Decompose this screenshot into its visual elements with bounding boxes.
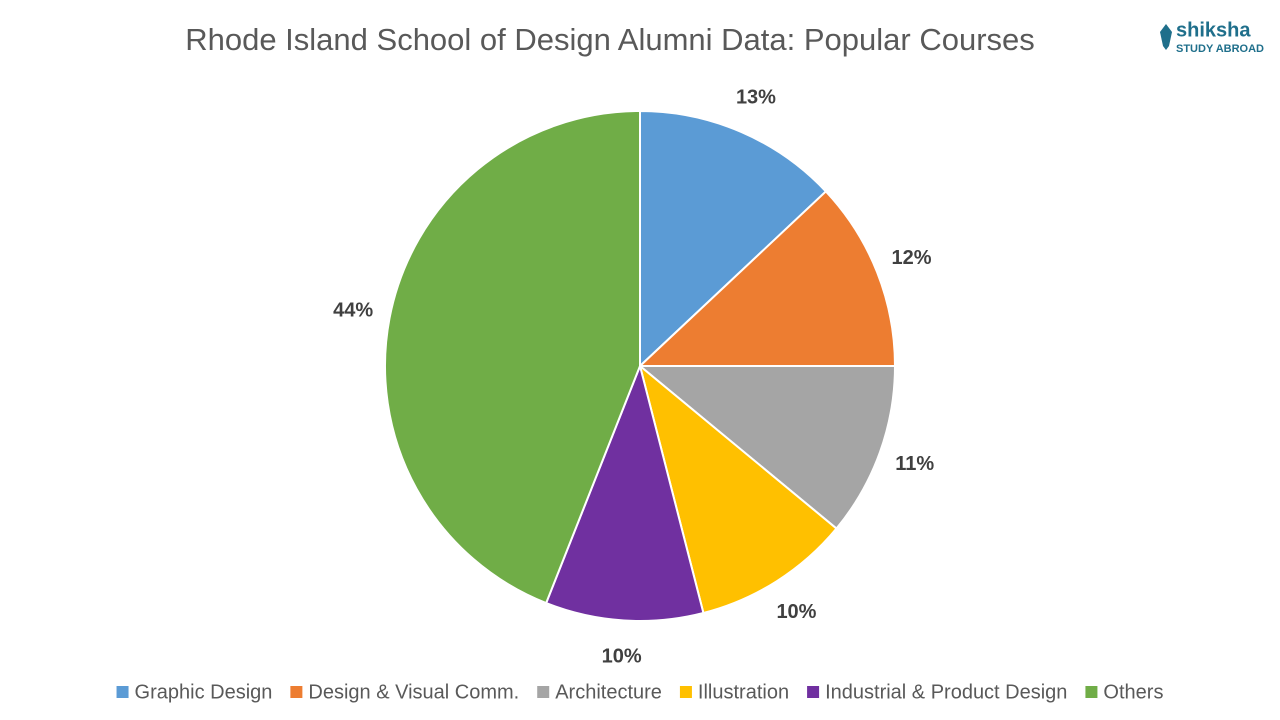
value-label: 44% xyxy=(333,300,373,322)
logo-icon xyxy=(1160,24,1172,50)
logo: shiksha STUDY ABROAD xyxy=(1160,19,1264,55)
pie-slice xyxy=(639,109,828,369)
legend-swatch xyxy=(537,686,550,698)
legend: Graphic Design Design & Visual Comm. Archi… xyxy=(116,681,1163,703)
legend-label: Industrial & Product Design xyxy=(825,681,1067,703)
pie-slice xyxy=(384,109,641,605)
legend-swatch xyxy=(1085,686,1098,698)
value-label: 13% xyxy=(736,86,776,108)
value-label: 10% xyxy=(602,646,642,668)
legend-swatch xyxy=(290,686,303,698)
legend-label: Design & Visual Comm. xyxy=(308,681,519,703)
legend-label: Architecture xyxy=(555,681,662,703)
pie-slice xyxy=(544,362,705,622)
chart-title: Rhode Island School of Design Alumni Dat… xyxy=(185,22,1035,57)
value-label: 12% xyxy=(891,247,931,269)
legend-label: Others xyxy=(1103,681,1163,703)
pie-slice xyxy=(637,365,897,530)
logo-name: shiksha xyxy=(1176,19,1251,41)
value-label: 11% xyxy=(895,453,934,475)
legend-swatch xyxy=(807,686,820,698)
legend-label: Illustration xyxy=(698,681,789,703)
value-label: 10% xyxy=(776,601,816,623)
legend-swatch xyxy=(116,686,129,698)
logo-tagline: STUDY ABROAD xyxy=(1176,43,1264,55)
pie-slice xyxy=(637,190,897,367)
pie-slice xyxy=(638,363,838,615)
legend-swatch xyxy=(679,686,692,698)
legend-label: Graphic Design xyxy=(135,681,273,703)
